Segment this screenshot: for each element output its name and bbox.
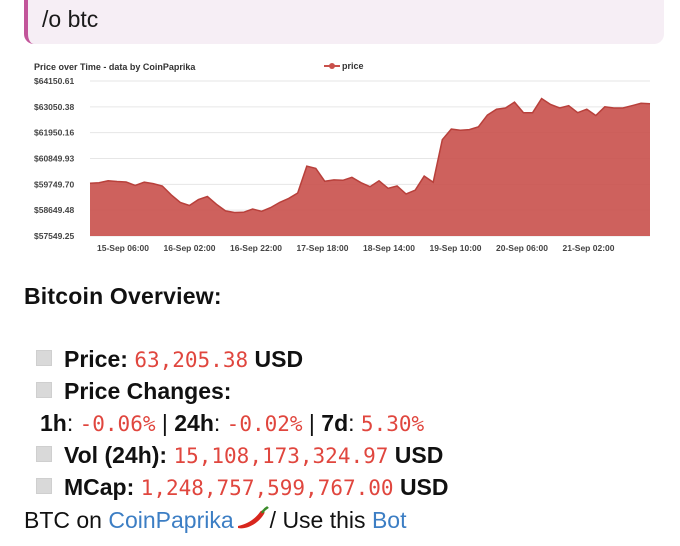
h1-value: -0.06% [79,412,156,436]
x-tick-label: 16-Sep 02:00 [164,243,216,253]
y-tick-label: $60849.93 [34,154,74,164]
coinpaprika-link[interactable]: CoinPaprika [108,507,234,533]
h24-value: -0.02% [226,412,303,436]
checkbox-icon [36,350,52,366]
x-tick-label: 18-Sep 14:00 [363,243,415,253]
mcap-unit: USD [399,474,449,500]
chili-pepper-icon [234,506,270,538]
command-quote: /o btc [24,0,664,44]
x-tick-label: 21-Sep 02:00 [563,243,615,253]
vol-unit: USD [394,442,444,468]
d7-label: 7d [321,410,349,436]
footer-row: BTC on CoinPaprika / Use this Bot [24,506,406,538]
vol-value: 15,108,173,324.97 [173,444,389,468]
checkbox-icon [36,382,52,398]
overview-block: Bitcoin Overview: [24,283,664,310]
price-chart-svg: Price over Time - data by CoinPaprika pr… [34,61,651,253]
y-tick-label: $58649.48 [34,205,74,215]
checkbox-icon [36,446,52,462]
footer-separator: / Use this [269,507,366,533]
legend-label: price [342,61,364,71]
mcap-label: MCap: [64,474,135,500]
chart-legend: price [324,61,364,71]
d7-value: 5.30% [360,412,425,436]
price-series-area [90,98,650,236]
price-row: Price: 63,205.38 USD [36,346,303,373]
mcap-row: MCap: 1,248,757,599,767.00 USD [36,474,449,501]
bot-link[interactable]: Bot [371,507,407,533]
y-tick-label: $57549.25 [34,231,74,241]
price-series-line [89,97,651,214]
price-chart: Price over Time - data by CoinPaprika pr… [28,55,658,265]
checkbox-icon [36,478,52,494]
footer-prefix: BTC on [24,507,102,533]
chart-title: Price over Time - data by CoinPaprika [34,62,196,72]
x-tick-label: 16-Sep 22:00 [230,243,282,253]
command-text: /o btc [42,6,99,32]
price-unit: USD [254,346,304,372]
changes-row: Price Changes: [36,378,231,405]
x-tick-label: 19-Sep 10:00 [430,243,482,253]
y-tick-label: $64150.61 [34,76,74,86]
h1-label: 1h [40,410,67,436]
x-tick-label: 17-Sep 18:00 [297,243,349,253]
price-label: Price: [64,346,128,372]
overview-heading: Bitcoin Overview: [24,283,222,309]
h24-label: 24h [174,410,214,436]
y-tick-label: $63050.38 [34,102,74,112]
x-tick-label: 15-Sep 06:00 [97,243,149,253]
mcap-value: 1,248,757,599,767.00 [140,476,394,500]
changes-label: Price Changes: [64,378,232,404]
y-tick-label: $61950.16 [34,128,74,138]
vol-label: Vol (24h): [64,442,168,468]
vol-row: Vol (24h): 15,108,173,324.97 USD [36,442,443,469]
y-tick-label: $59749.70 [34,179,74,189]
changes-values-row: 1h: -0.06% | 24h: -0.02% | 7d: 5.30% [40,410,425,436]
x-tick-label: 20-Sep 06:00 [496,243,548,253]
price-value: 63,205.38 [134,348,249,372]
